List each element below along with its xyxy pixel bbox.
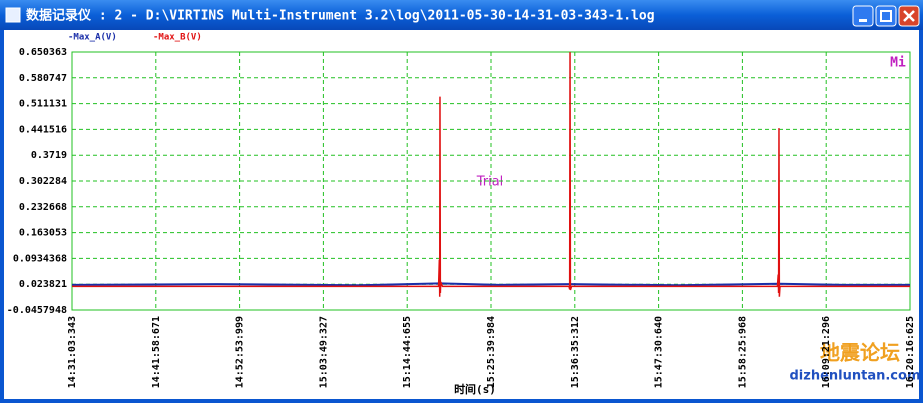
x-axis-label: 时间(s) [454,382,496,396]
y-tick-label: 0.441516 [19,124,67,135]
series-line [72,52,910,297]
x-tick-label: 15:47:30:640 [654,316,665,388]
y-tick-label: 0.511131 [19,99,67,110]
annotation: Trial [476,175,504,190]
x-tick-label: 16:09:21:296 [821,316,832,388]
maximize-button[interactable] [875,5,897,27]
plot-border [71,51,911,311]
series-line [71,282,910,287]
watermark-site: dizhenluntan.com [790,369,921,384]
watermark-logo: 地震论坛 [820,341,900,365]
x-tick-label: 15:58:25:968 [737,316,748,388]
x-tick-label: 15:36:35:312 [570,316,581,388]
y-tick-label: 0.163053 [19,228,67,239]
x-tick-label: 16:20:16:625 [905,316,916,388]
x-tick-label: 15:03:49:327 [318,316,329,388]
legend-entry: -Max_A(V) [68,33,117,43]
app-icon [5,7,21,23]
corner-label: Mi [890,56,906,71]
y-tick-label: 0.3719 [31,150,67,161]
legend-entry: -Max_B(V) [153,33,202,43]
chart-area [4,30,919,399]
y-tick-label: 0.580747 [19,73,67,84]
title-bar [0,0,923,30]
x-tick-label: 14:52:53:999 [235,316,246,388]
close-icon [903,10,915,22]
y-tick-label: 0.0934368 [13,253,67,264]
y-tick-label: 0.232668 [19,202,67,213]
x-tick-label: 15:25:39:984 [486,316,497,388]
x-tick-label: 14:31:03:343 [67,316,78,388]
y-tick-label: -0.0457948 [7,305,67,316]
x-tick-label: 15:14:44:655 [402,316,413,388]
maximize-icon [880,10,892,22]
y-tick-label: 0.650363 [19,47,67,58]
window-title: 数据记录仪 : 2 - D:\VIRTINS Multi-Instrument … [26,8,655,24]
minimize-button[interactable] [852,5,874,27]
window-buttons [852,5,920,27]
y-tick-label: 0.023821 [19,279,67,290]
x-tick-label: 14:41:58:671 [151,316,162,388]
y-tick-label: 0.302284 [19,176,67,187]
minimize-icon [859,19,867,22]
